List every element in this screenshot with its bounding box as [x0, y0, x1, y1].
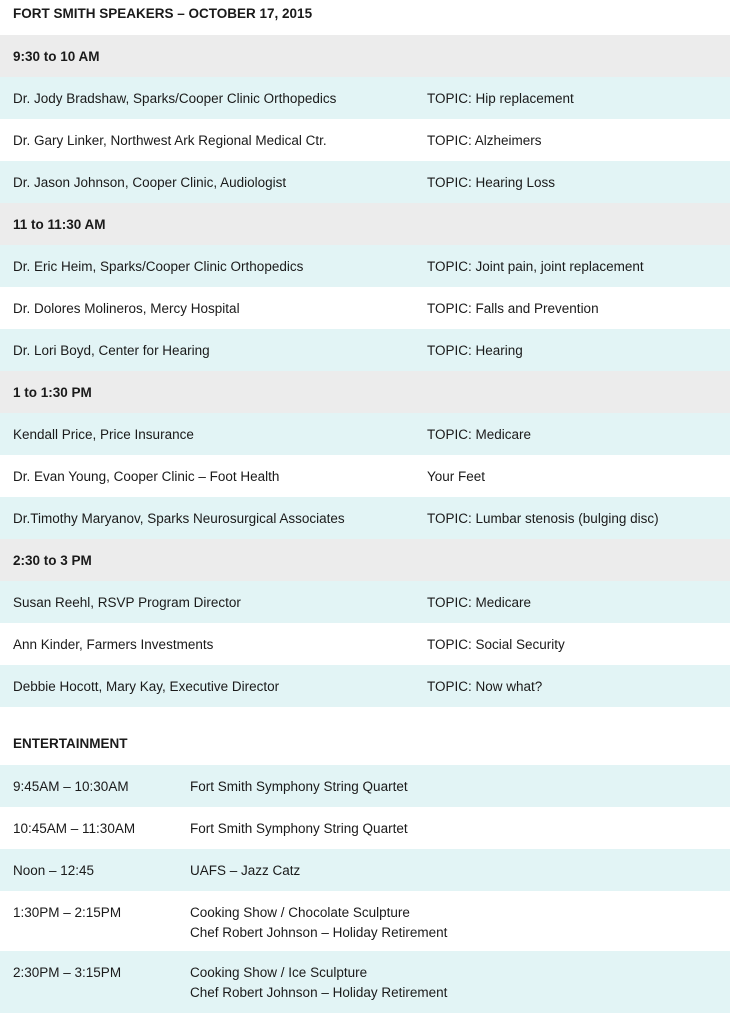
session-time-header: 11 to 11:30 AM — [0, 203, 730, 245]
table-row: 2:30PM – 3:15PM Cooking Show / Ice Sculpt… — [0, 951, 730, 1013]
speakers-table: 9:30 to 10 AM Dr. Jody Bradshaw, Sparks/C… — [0, 35, 730, 707]
entertainment-title: ENTERTAINMENT — [13, 736, 128, 751]
speaker-topic: TOPIC: Hearing Loss — [427, 174, 556, 190]
speaker-name: Dr. Gary Linker, Northwest Ark Regional … — [13, 132, 327, 148]
table-row: 9:45AM – 10:30AM Fort Smith Symphony Stri… — [0, 765, 730, 807]
speaker-topic: TOPIC: Alzheimers — [427, 132, 542, 148]
session-time: 2:30 to 3 PM — [13, 552, 92, 568]
entertainment-act-line: Fort Smith Symphony String Quartet — [190, 820, 408, 836]
entertainment-act-line: Cooking Show / Chocolate Sculpture — [190, 905, 410, 920]
speaker-name: Dr. Eric Heim, Sparks/Cooper Clinic Orth… — [13, 258, 304, 274]
table-row: Dr.Timothy Maryanov, Sparks Neurosurgica… — [0, 497, 730, 539]
speaker-name: Ann Kinder, Farmers Investments — [13, 636, 214, 652]
speaker-name: Debbie Hocott, Mary Kay, Executive Direc… — [13, 678, 280, 694]
entertainment-act-line: Fort Smith Symphony String Quartet — [190, 778, 408, 794]
speaker-topic: TOPIC: Hearing — [427, 342, 523, 358]
table-row: Dr. Jody Bradshaw, Sparks/Cooper Clinic … — [0, 77, 730, 119]
session-time-header: 2:30 to 3 PM — [0, 539, 730, 581]
speaker-name: Susan Reehl, RSVP Program Director — [13, 594, 241, 610]
table-row: Noon – 12:45 UAFS – Jazz Catz — [0, 849, 730, 891]
speaker-topic: TOPIC: Lumbar stenosis (bulging disc) — [427, 510, 659, 526]
session-time-header: 1 to 1:30 PM — [0, 371, 730, 413]
entertainment-table: 9:45AM – 10:30AM Fort Smith Symphony Stri… — [0, 765, 730, 1013]
session-time: 11 to 11:30 AM — [13, 216, 106, 232]
entertainment-act: Cooking Show / Ice Sculpture Chef Robert … — [190, 963, 447, 1003]
session-time: 1 to 1:30 PM — [13, 384, 92, 400]
entertainment-act-line: Chef Robert Johnson – Holiday Retirement — [190, 925, 448, 940]
table-row: Dr. Lori Boyd, Center for Hearing TOPIC: … — [0, 329, 730, 371]
entertainment-time: 2:30PM – 3:15PM — [13, 965, 122, 980]
entertainment-time: 9:45AM – 10:30AM — [13, 778, 129, 794]
table-row: Dr. Jason Johnson, Cooper Clinic, Audiol… — [0, 161, 730, 203]
speaker-topic: TOPIC: Social Security — [427, 636, 565, 652]
speaker-topic: TOPIC: Medicare — [427, 426, 532, 442]
page-title: FORT SMITH SPEAKERS – OCTOBER 17, 2015 — [13, 6, 313, 21]
entertainment-act-line: Cooking Show / Ice Sculpture — [190, 965, 368, 980]
session-time-header: 9:30 to 10 AM — [0, 35, 730, 77]
speaker-name: Dr. Jason Johnson, Cooper Clinic, Audiol… — [13, 174, 287, 190]
speaker-topic: Your Feet — [427, 468, 486, 484]
table-row: 1:30PM – 2:15PM Cooking Show / Chocolate … — [0, 891, 730, 951]
table-row: Ann Kinder, Farmers Investments TOPIC: So… — [0, 623, 730, 665]
table-row: Kendall Price, Price Insurance TOPIC: Med… — [0, 413, 730, 455]
session-time: 9:30 to 10 AM — [13, 48, 100, 64]
table-row: Debbie Hocott, Mary Kay, Executive Direc… — [0, 665, 730, 707]
entertainment-act: Fort Smith Symphony String Quartet — [190, 821, 408, 836]
table-row: Dr. Evan Young, Cooper Clinic – Foot Hea… — [0, 455, 730, 497]
speaker-name: Kendall Price, Price Insurance — [13, 426, 194, 442]
table-row: Susan Reehl, RSVP Program Director TOPIC:… — [0, 581, 730, 623]
speaker-name: Dr. Evan Young, Cooper Clinic – Foot Hea… — [13, 468, 280, 484]
entertainment-time: Noon – 12:45 — [13, 862, 95, 878]
table-row: 10:45AM – 11:30AM Fort Smith Symphony Str… — [0, 807, 730, 849]
speaker-topic: TOPIC: Medicare — [427, 594, 532, 610]
speaker-topic: TOPIC: Hip replacement — [427, 90, 574, 106]
entertainment-act-line: UAFS – Jazz Catz — [190, 862, 301, 878]
speaker-topic: TOPIC: Now what? — [427, 678, 543, 694]
table-row: Dr. Gary Linker, Northwest Ark Regional … — [0, 119, 730, 161]
speaker-topic: TOPIC: Joint pain, joint replacement — [427, 258, 644, 274]
entertainment-act: UAFS – Jazz Catz — [190, 863, 300, 878]
entertainment-time: 1:30PM – 2:15PM — [13, 905, 122, 920]
speaker-name: Dr. Lori Boyd, Center for Hearing — [13, 342, 210, 358]
entertainment-act: Cooking Show / Chocolate Sculpture Chef R… — [190, 903, 447, 943]
entertainment-act-line: Chef Robert Johnson – Holiday Retirement — [190, 985, 448, 1000]
table-row: Dr. Eric Heim, Sparks/Cooper Clinic Orth… — [0, 245, 730, 287]
table-row: Dr. Dolores Molineros, Mercy Hospital TOP… — [0, 287, 730, 329]
speaker-name: Dr. Dolores Molineros, Mercy Hospital — [13, 300, 240, 316]
speaker-name: Dr. Jody Bradshaw, Sparks/Cooper Clinic … — [13, 90, 337, 106]
entertainment-act: Fort Smith Symphony String Quartet — [190, 779, 408, 794]
entertainment-time: 10:45AM – 11:30AM — [13, 820, 136, 836]
speaker-topic: TOPIC: Falls and Prevention — [427, 300, 599, 316]
speaker-name: Dr.Timothy Maryanov, Sparks Neurosurgica… — [13, 510, 345, 526]
